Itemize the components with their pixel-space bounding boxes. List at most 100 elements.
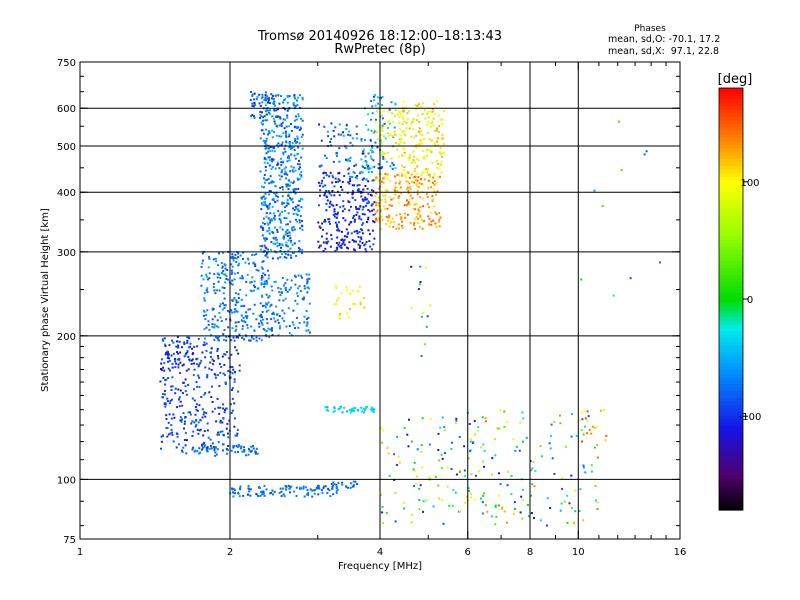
data-point: [303, 315, 306, 318]
data-point: [233, 297, 236, 300]
data-point: [603, 409, 606, 411]
data-point: [261, 93, 264, 96]
data-point: [255, 253, 258, 256]
data-point: [250, 445, 253, 448]
data-point: [184, 390, 187, 393]
data-point: [311, 495, 314, 498]
y-tick-label: 75: [63, 535, 76, 546]
data-point: [364, 204, 367, 207]
data-point: [266, 178, 269, 181]
data-point: [321, 179, 324, 182]
data-point: [237, 264, 240, 267]
data-point: [588, 428, 591, 431]
data-point: [183, 439, 186, 441]
data-point: [326, 130, 329, 133]
data-point: [289, 485, 292, 488]
data-point: [195, 423, 198, 426]
data-point: [325, 209, 328, 212]
data-point: [231, 372, 234, 375]
data-point: [348, 316, 351, 319]
data-point: [231, 327, 234, 330]
colorbar-segment: [719, 369, 743, 374]
data-point: [398, 461, 401, 464]
data-point: [347, 168, 350, 171]
data-point: [176, 435, 179, 438]
data-point: [252, 105, 255, 108]
data-point: [422, 156, 425, 159]
data-point: [253, 254, 256, 256]
data-point: [358, 184, 361, 186]
data-point: [219, 371, 222, 374]
data-point: [278, 491, 281, 494]
data-point: [173, 358, 176, 360]
data-point: [380, 493, 382, 496]
data-point: [338, 245, 341, 248]
data-point: [424, 343, 427, 346]
data-point: [201, 351, 204, 354]
data-point: [298, 178, 301, 181]
data-point: [279, 487, 282, 490]
data-point: [235, 301, 238, 304]
data-point: [372, 220, 375, 223]
data-point: [272, 181, 275, 183]
data-point: [385, 216, 388, 218]
data-point: [183, 341, 186, 344]
data-point: [265, 310, 268, 313]
data-point: [340, 292, 343, 295]
data-point: [342, 200, 345, 203]
data-point: [194, 449, 197, 452]
data-point: [317, 181, 320, 184]
data-point: [280, 495, 283, 498]
data-point: [433, 180, 436, 183]
data-point: [269, 202, 271, 205]
data-point: [252, 262, 255, 265]
data-point: [438, 220, 441, 223]
data-point: [385, 160, 388, 163]
data-point: [375, 177, 378, 180]
data-point: [260, 278, 263, 281]
data-point: [211, 358, 214, 361]
data-point: [193, 399, 196, 402]
colorbar-segment: [719, 457, 743, 462]
data-point: [367, 152, 370, 155]
data-point: [218, 335, 221, 338]
data-point: [433, 205, 436, 208]
data-point: [351, 184, 354, 187]
data-point: [257, 269, 260, 272]
data-point: [527, 503, 529, 506]
data-point: [222, 333, 225, 336]
data-point: [285, 256, 288, 259]
data-point: [265, 215, 268, 218]
data-point: [521, 517, 524, 520]
data-point: [251, 95, 254, 98]
data-point: [420, 315, 423, 318]
data-point: [293, 490, 296, 493]
data-point: [394, 520, 397, 523]
data-point: [286, 96, 289, 99]
data-point: [265, 99, 267, 102]
data-point: [318, 123, 320, 126]
colorbar-segment: [719, 393, 743, 399]
data-point: [281, 201, 284, 204]
data-point: [300, 171, 303, 173]
data-point: [503, 425, 506, 428]
data-point: [355, 125, 358, 128]
data-point: [261, 245, 263, 248]
data-point: [263, 494, 266, 497]
data-point: [205, 326, 208, 329]
data-point: [433, 142, 436, 144]
data-point: [332, 484, 335, 487]
data-point: [424, 266, 427, 269]
colorbar-segment: [719, 281, 743, 286]
data-point: [247, 453, 250, 456]
data-point: [320, 164, 323, 167]
data-point: [386, 151, 389, 154]
data-point: [439, 175, 442, 178]
data-point: [218, 252, 220, 255]
data-point: [404, 216, 407, 219]
data-point: [291, 229, 294, 232]
data-point: [227, 432, 229, 435]
data-point: [299, 227, 302, 230]
data-point: [245, 315, 248, 318]
chart-subtitle: RwPretec (8p): [334, 42, 425, 57]
